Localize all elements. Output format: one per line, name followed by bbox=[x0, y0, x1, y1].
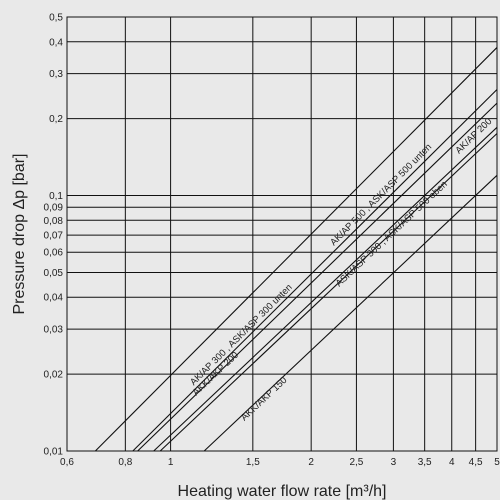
series-line-2 bbox=[132, 89, 498, 452]
x-tick-label: 0,6 bbox=[60, 457, 74, 468]
y-tick-label: 0,1 bbox=[49, 191, 63, 202]
x-tick-label: 4 bbox=[449, 457, 455, 468]
series-line-3 bbox=[137, 102, 498, 452]
tick-labels: 0,6 0,8 1 1,5 2 2,5 3 3,5 4 4,5 5 0,01 0,02 0,03 0,04 0… bbox=[44, 13, 500, 469]
x-tick-label: 3,5 bbox=[418, 457, 432, 468]
plot-area bbox=[66, 16, 498, 452]
y-tick-label: 0,3 bbox=[49, 69, 63, 80]
y-tick-label: 0,5 bbox=[49, 13, 63, 24]
x-tick-label: 1,5 bbox=[246, 457, 260, 468]
y-tick-label: 0,03 bbox=[44, 325, 64, 336]
y-tick-label: 0,06 bbox=[44, 248, 64, 259]
y-tick-label: 0,4 bbox=[49, 37, 63, 48]
x-axis-title: Heating water flow rate [m³/h] bbox=[178, 483, 387, 500]
y-tick-label: 0,09 bbox=[44, 203, 64, 214]
y-tick-label: 0,2 bbox=[49, 114, 63, 125]
series-line-6 bbox=[203, 174, 498, 452]
y-tick-label: 0,07 bbox=[44, 231, 64, 242]
y-tick-label: 0,01 bbox=[44, 447, 64, 458]
x-tick-label: 4,5 bbox=[469, 457, 483, 468]
series-lines bbox=[94, 47, 498, 452]
y-tick-label: 0,08 bbox=[44, 216, 64, 227]
series-line-4 bbox=[153, 126, 498, 452]
x-tick-label: 2 bbox=[308, 457, 314, 468]
series-line-1 bbox=[94, 47, 498, 452]
y-tick-label: 0,02 bbox=[44, 370, 64, 381]
y-tick-label: 0,05 bbox=[44, 268, 64, 279]
y-axis-title: Pressure drop Δp [bar] bbox=[11, 154, 28, 315]
series-line-5 bbox=[159, 133, 498, 452]
x-tick-label: 0,8 bbox=[118, 457, 132, 468]
y-tick-label: 0,04 bbox=[44, 293, 64, 304]
x-tick-label: 1 bbox=[168, 457, 174, 468]
grid bbox=[67, 17, 497, 451]
x-tick-label: 5 bbox=[494, 457, 500, 468]
x-tick-label: 2,5 bbox=[349, 457, 363, 468]
x-tick-label: 3 bbox=[391, 457, 397, 468]
